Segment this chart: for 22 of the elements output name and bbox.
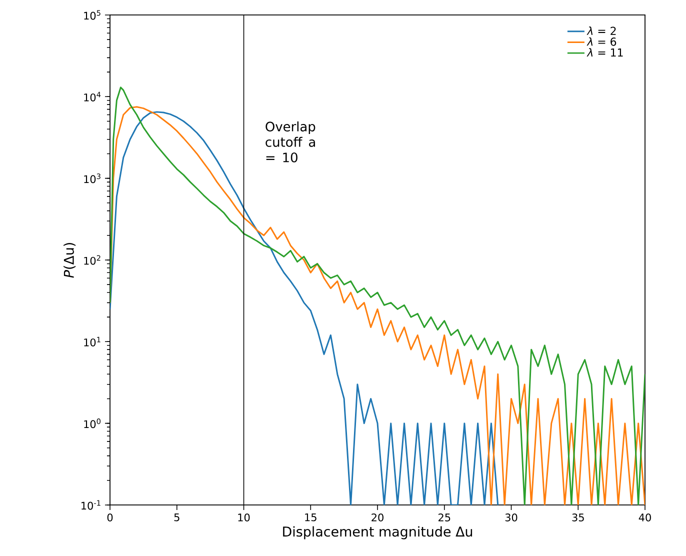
y-tick-label: 10$^{2}$	[84, 255, 100, 265]
legend-label: λ = 6	[586, 37, 616, 46]
x-tick-label: 10	[238, 513, 250, 522]
x-tick-label: 35	[572, 513, 584, 522]
y-tick-label: 10$^{-1}$	[82, 500, 100, 510]
y-tick-label: 10$^{0}$	[84, 418, 100, 428]
x-tick-label: 40	[638, 513, 651, 522]
x-tick-label: 0	[107, 513, 113, 522]
y-tick-label: 10$^{5}$	[84, 10, 100, 20]
ref-line-label: Overlap cutoff a = 10	[266, 121, 316, 162]
x-tick-label: 30	[505, 513, 518, 522]
x-tick-label: 5	[174, 513, 180, 522]
y-tick-label: 10$^{4}$	[84, 92, 101, 102]
y-tick-label: 10$^{1}$	[84, 336, 100, 346]
x-axis-title: Displacement magnitude Δu	[283, 526, 472, 540]
x-tick-label: 20	[372, 513, 384, 522]
legend-label: λ = 11	[586, 48, 623, 56]
x-tick-label: 15	[305, 513, 316, 522]
legend-label: λ = 2	[586, 26, 616, 35]
y-tick-label: 10$^{3}$	[84, 174, 100, 184]
x-tick-label: 25	[438, 513, 450, 522]
y-axis-title: P(Δu)	[64, 242, 76, 278]
